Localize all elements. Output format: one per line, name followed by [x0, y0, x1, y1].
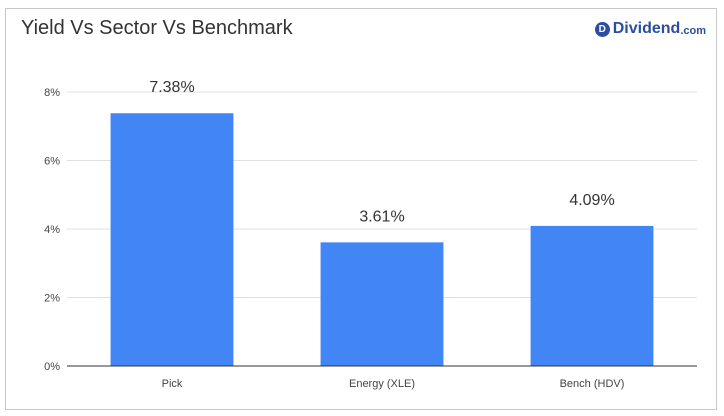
- x-category-label: Energy (XLE): [349, 378, 415, 390]
- dividend-logo-icon: D: [594, 21, 610, 37]
- x-category-label: Pick: [162, 378, 183, 390]
- bar-data-label: 3.61%: [359, 208, 404, 225]
- y-tick-label: 0%: [44, 361, 60, 373]
- bar[interactable]: [110, 113, 234, 366]
- y-tick-label: 8%: [44, 87, 60, 99]
- y-tick-label: 4%: [44, 224, 60, 236]
- y-axis: 0% 2% 4% 6% 8%: [44, 87, 60, 373]
- logo-tld: .com: [680, 24, 706, 37]
- bar[interactable]: [320, 242, 444, 366]
- bars: [110, 113, 654, 366]
- chart-title: Yield Vs Sector Vs Benchmark: [21, 17, 293, 39]
- bar[interactable]: [530, 225, 654, 366]
- logo-name: Dividend: [612, 20, 681, 37]
- x-axis: Pick Energy (XLE) Bench (HDV): [67, 365, 697, 390]
- bar-data-label: 4.09%: [569, 192, 614, 209]
- bar-data-label: 7.38%: [149, 79, 194, 96]
- x-category-label: Bench (HDV): [560, 378, 625, 390]
- y-tick-label: 6%: [44, 156, 60, 168]
- data-labels: 7.38% 3.61% 4.09%: [149, 79, 614, 225]
- dividend-logo[interactable]: D Dividend .com: [594, 20, 706, 38]
- y-tick-label: 2%: [44, 293, 60, 305]
